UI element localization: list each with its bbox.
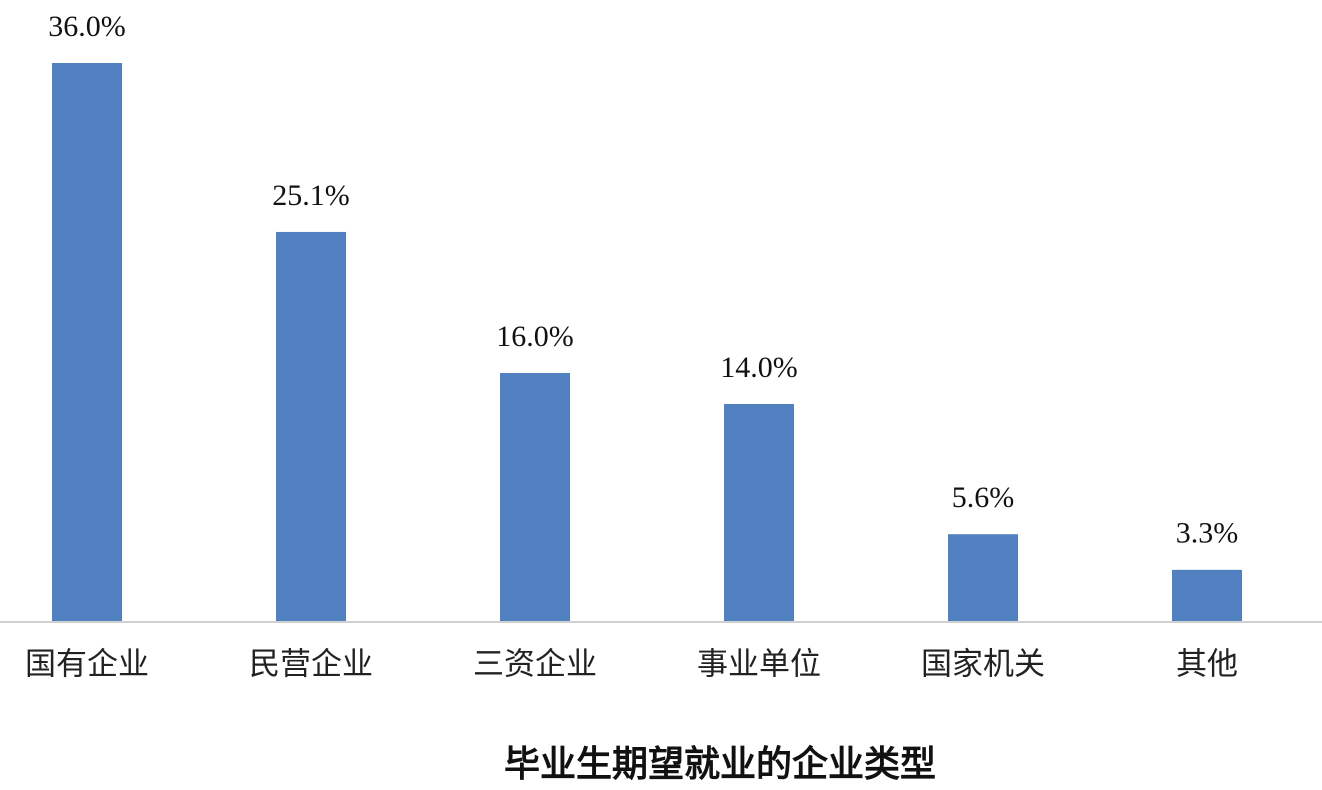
value-label: 36.0%: [48, 10, 126, 43]
value-label: 16.0%: [496, 320, 574, 353]
bar: [276, 231, 346, 621]
bar: [500, 373, 570, 621]
bar: [52, 63, 122, 621]
bar: [948, 534, 1018, 621]
x-tick-label: 事业单位: [697, 647, 821, 683]
value-label: 3.3%: [1176, 517, 1239, 550]
x-tick-label: 国家机关: [921, 647, 1045, 683]
value-label: 5.6%: [952, 481, 1015, 514]
value-label: 25.1%: [272, 179, 350, 212]
x-tick-label: 民营企业: [249, 647, 373, 683]
bar: [1172, 569, 1242, 621]
chart-title: 毕业生期望就业的企业类型: [504, 743, 936, 785]
x-tick-label: 国有企业: [25, 647, 149, 683]
bar: [724, 404, 794, 621]
x-tick-label: 三资企业: [473, 647, 597, 683]
x-tick-label: 其他: [1176, 647, 1238, 683]
value-label: 14.0%: [720, 351, 798, 384]
